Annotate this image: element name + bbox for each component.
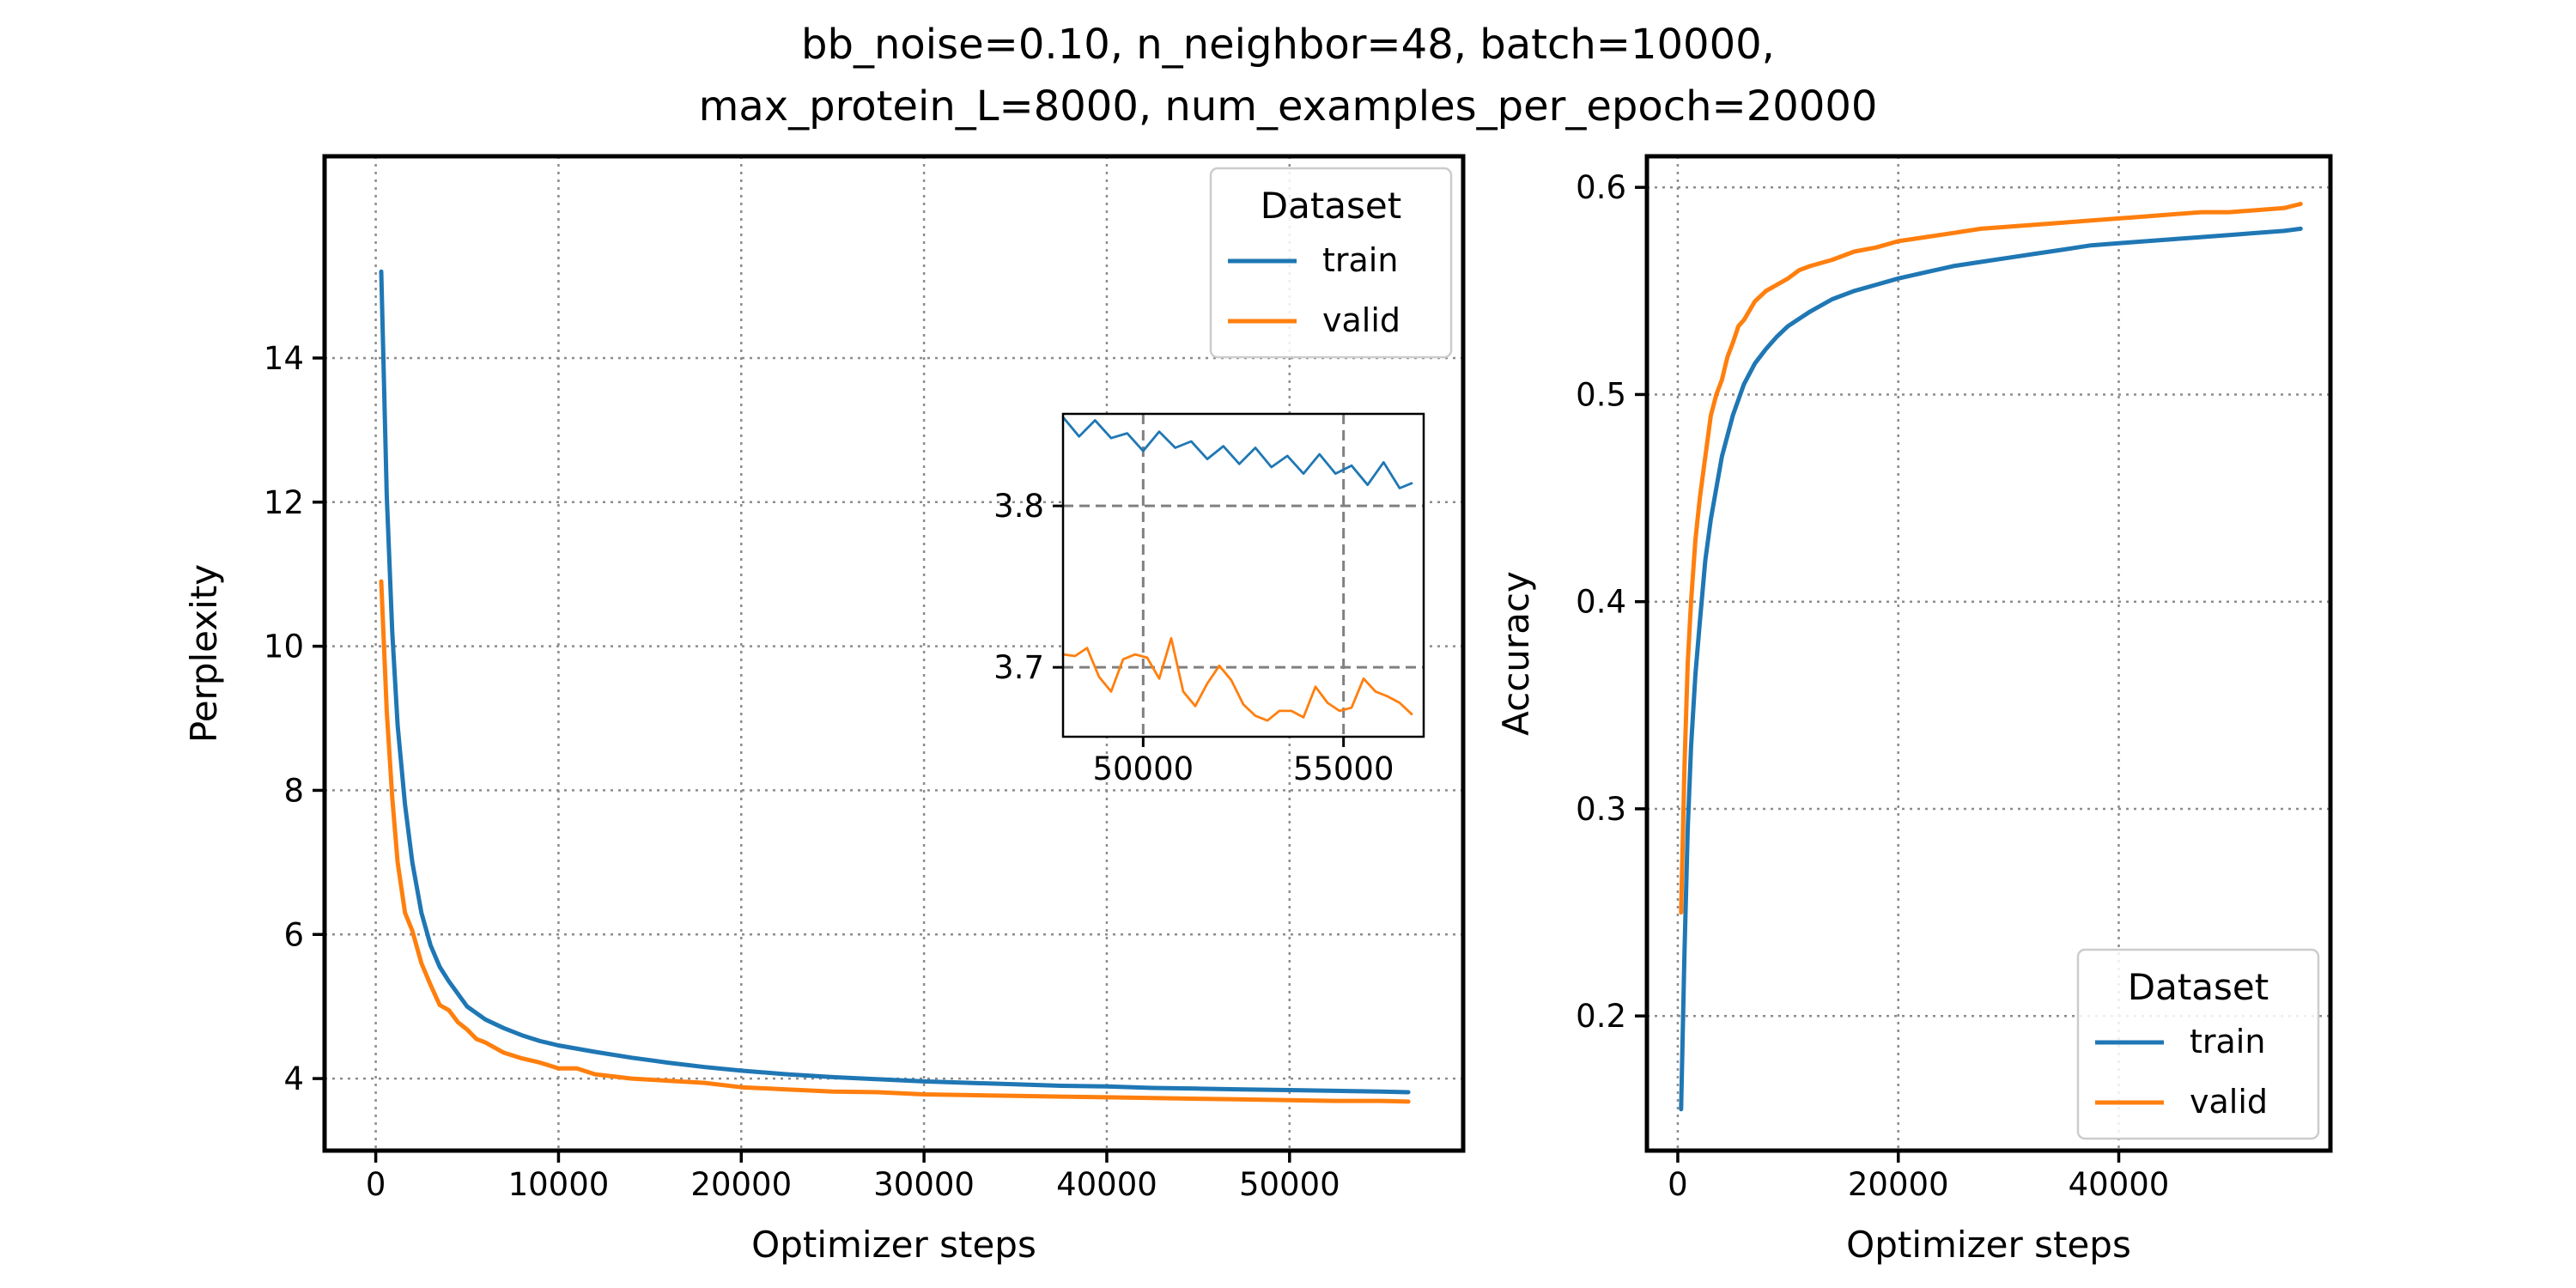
perplexity-y-axis-label: Perplexity [183, 564, 225, 743]
perplexity-xtick-label: 30000 [873, 1166, 975, 1203]
inset-series-valid [1061, 636, 1413, 722]
inset-plot-area [1063, 414, 1424, 737]
accuracy-axes: 0 20000 40000 0.2 0.3 0.4 0.5 0.6 Optimizer step… [1495, 154, 2333, 1266]
perplexity-ytick-label: 4 [283, 1060, 304, 1097]
perplexity-xtick-label: 20000 [690, 1166, 792, 1203]
accuracy-ytick-label: 0.5 [1576, 376, 1626, 413]
accuracy-series-train [1679, 226, 2303, 1112]
perplexity-inset-axes: 50000 55000 3.7 3.8 [993, 412, 1425, 787]
accuracy-legend-box [2076, 948, 2320, 1140]
accuracy-legend-label-valid: valid [2190, 1083, 2268, 1121]
accuracy-legend-label-train: train [2190, 1023, 2265, 1060]
inset-ytick-label: 3.8 [993, 488, 1044, 525]
perplexity-ytick-label: 8 [283, 772, 304, 809]
accuracy-ytick-label: 0.4 [1576, 584, 1626, 621]
accuracy-x-axis-label: Optimizer steps [1846, 1224, 2131, 1266]
inset-ytick-label: 3.7 [993, 649, 1044, 686]
perplexity-x-axis-label: Optimizer steps [751, 1224, 1036, 1266]
perplexity-frame [322, 154, 1466, 1153]
perplexity-ytick-label: 14 [264, 340, 304, 377]
accuracy-legend-title: Dataset [2128, 966, 2269, 1008]
accuracy-y-axis-label: Accuracy [1495, 571, 1537, 736]
perplexity-ytick-label: 12 [264, 484, 304, 521]
accuracy-ytick-label: 0.6 [1576, 169, 1626, 206]
perplexity-legend-box [1209, 167, 1453, 359]
perplexity-legend-label-valid: valid [1322, 301, 1400, 339]
accuracy-ytick-label: 0.2 [1576, 998, 1626, 1035]
accuracy-legend: Dataset train valid [2076, 948, 2320, 1140]
perplexity-legend: Dataset train valid [1209, 167, 1453, 359]
perplexity-legend-label-train: train [1322, 241, 1398, 279]
perplexity-ytick-label: 6 [283, 916, 304, 953]
accuracy-frame [1644, 154, 2333, 1153]
inset-frame [1061, 412, 1425, 738]
perplexity-xtick-label: 50000 [1239, 1166, 1340, 1203]
perplexity-xtick-label: 0 [366, 1166, 386, 1203]
accuracy-series-valid [1679, 202, 2303, 915]
accuracy-xtick-label: 0 [1668, 1166, 1688, 1203]
figure-title-line-1: bb_noise=0.10, n_neighbor=48, batch=1000… [801, 21, 1775, 69]
inset-series-train [1061, 416, 1413, 489]
perplexity-xtick-label: 40000 [1056, 1166, 1157, 1203]
inset-xtick-label: 55000 [1293, 750, 1394, 787]
perplexity-xtick-label: 10000 [508, 1166, 610, 1203]
inset-xtick-label: 50000 [1092, 750, 1194, 787]
perplexity-series-valid [379, 579, 1411, 1104]
perplexity-series-train [379, 269, 1411, 1095]
perplexity-ytick-label: 10 [264, 629, 304, 665]
accuracy-ytick-label: 0.3 [1576, 791, 1626, 828]
accuracy-xtick-label: 40000 [2069, 1166, 2170, 1203]
accuracy-xtick-label: 20000 [1848, 1166, 1949, 1203]
perplexity-legend-title: Dataset [1261, 185, 1401, 227]
figure-title-line-2: max_protein_L=8000, num_examples_per_epo… [699, 82, 1878, 131]
